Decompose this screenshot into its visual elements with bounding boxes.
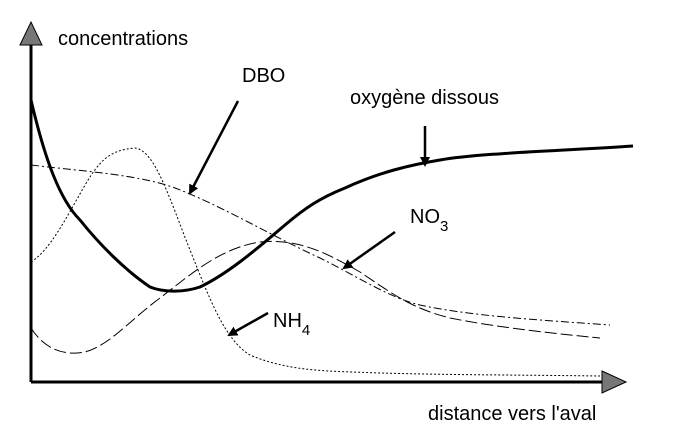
no3-label: NO3	[410, 206, 448, 235]
x-axis-label: distance vers l'aval	[428, 403, 596, 425]
no3-arrow	[342, 230, 396, 270]
y-axis-arrow	[19, 20, 43, 46]
no3-curve	[30, 240, 601, 354]
dbo-arrow	[188, 100, 240, 195]
y-axis-label: concentrations	[58, 28, 188, 50]
nh4-curve	[30, 147, 601, 377]
no3-subscript: 3	[440, 218, 448, 235]
nh4-label: NH4	[273, 310, 310, 339]
oxygen-curve	[29, 99, 634, 293]
dbo-label: DBO	[242, 65, 285, 87]
oxygen-label: oxygène dissous	[350, 87, 499, 109]
nh4-subscript: 4	[302, 322, 310, 339]
nh4-arrow	[227, 311, 269, 337]
no3-text: NO	[410, 206, 440, 228]
x-axis-arrow	[601, 370, 628, 394]
nh4-text: NH	[273, 310, 302, 332]
dbo-curve	[30, 164, 611, 326]
